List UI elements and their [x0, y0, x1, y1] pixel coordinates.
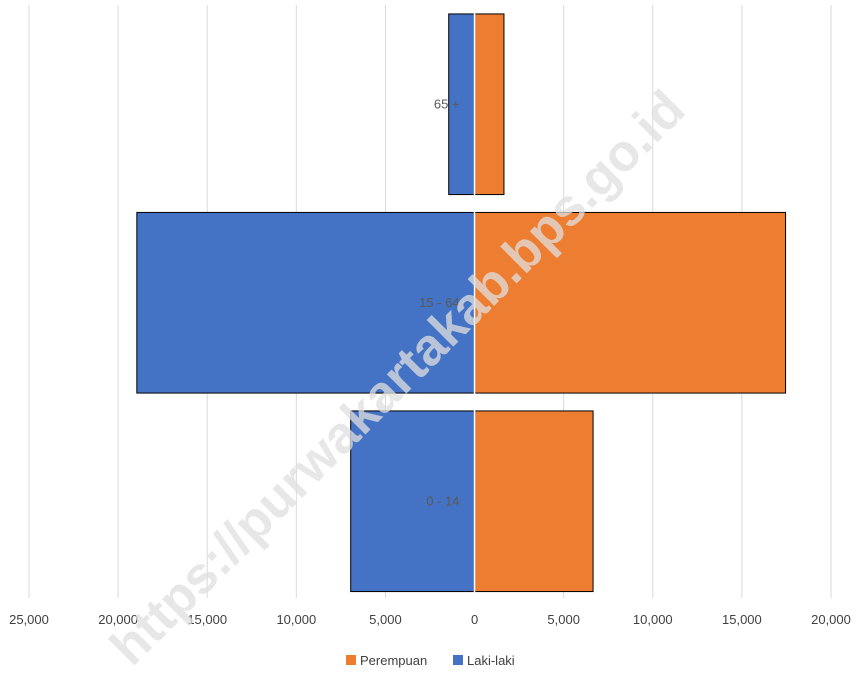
- x-axis-tick-labels: 25,000 20,000 15,000 10,000 5,000 0 5,000 10,00…: [9, 612, 851, 627]
- bar-perempuan-2: [474, 410, 594, 593]
- x-tick-label: 20,000: [98, 612, 138, 627]
- x-tick-label: 15,000: [722, 612, 762, 627]
- x-tick-label: 20,000: [811, 612, 851, 627]
- bar-perempuan-1: [474, 211, 787, 394]
- legend: Perempuan Laki-laki: [346, 653, 515, 668]
- category-label: 65 +: [434, 96, 460, 111]
- category-labels: 65 + 15 - 64 0 - 14: [419, 96, 459, 508]
- bar-laki-laki-1: [136, 211, 476, 394]
- legend-swatch-perempuan: [346, 655, 356, 665]
- legend-swatch-laki-laki: [453, 655, 463, 665]
- bars: [136, 13, 787, 593]
- x-tick-label: 5,000: [369, 612, 402, 627]
- category-label: 0 - 14: [426, 493, 459, 508]
- legend-label-perempuan: Perempuan: [360, 653, 427, 668]
- x-tick-label: 10,000: [633, 612, 673, 627]
- x-tick-label: 15,000: [187, 612, 227, 627]
- category-label: 15 - 64: [419, 295, 459, 310]
- x-tick-label: 0: [471, 612, 478, 627]
- x-tick-label: 25,000: [9, 612, 49, 627]
- x-tick-label: 5,000: [547, 612, 580, 627]
- legend-label-laki-laki: Laki-laki: [467, 653, 515, 668]
- x-tick-label: 10,000: [276, 612, 316, 627]
- bar-laki-laki-0: [448, 13, 476, 196]
- bar-laki-laki-2: [350, 410, 476, 593]
- bar-perempuan-0: [474, 13, 505, 196]
